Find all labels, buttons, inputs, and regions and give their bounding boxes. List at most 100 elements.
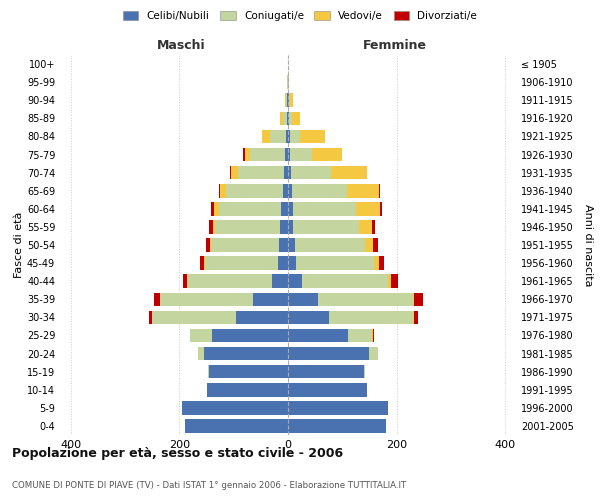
Bar: [209, 220, 212, 234]
Bar: [374, 256, 379, 270]
Bar: [289, 112, 292, 125]
Bar: [302, 274, 388, 288]
Bar: [218, 202, 281, 215]
Bar: [250, 148, 285, 162]
Bar: [212, 220, 215, 234]
Bar: [290, 94, 293, 107]
Bar: [288, 347, 370, 360]
Text: Maschi: Maschi: [157, 40, 205, 52]
Bar: [288, 328, 348, 342]
Bar: [214, 202, 218, 215]
Bar: [205, 256, 278, 270]
Bar: [285, 148, 288, 162]
Bar: [288, 148, 290, 162]
Bar: [288, 166, 291, 179]
Bar: [211, 202, 214, 215]
Bar: [373, 328, 374, 342]
Bar: [284, 166, 288, 179]
Bar: [244, 148, 245, 162]
Text: Femmine: Femmine: [363, 40, 427, 52]
Bar: [253, 292, 288, 306]
Bar: [152, 310, 236, 324]
Bar: [288, 401, 388, 414]
Bar: [312, 148, 342, 162]
Bar: [230, 166, 231, 179]
Bar: [236, 310, 288, 324]
Bar: [206, 238, 210, 252]
Bar: [372, 220, 375, 234]
Bar: [414, 310, 418, 324]
Y-axis label: Fasce di età: Fasce di età: [14, 212, 24, 278]
Bar: [329, 310, 413, 324]
Bar: [365, 238, 373, 252]
Bar: [331, 166, 367, 179]
Bar: [373, 238, 377, 252]
Bar: [280, 112, 283, 125]
Bar: [215, 220, 280, 234]
Bar: [370, 347, 377, 360]
Bar: [288, 274, 302, 288]
Bar: [379, 184, 380, 198]
Bar: [288, 202, 293, 215]
Bar: [283, 112, 287, 125]
Bar: [272, 274, 288, 288]
Bar: [218, 184, 220, 198]
Bar: [288, 130, 290, 143]
Legend: Celibi/Nubili, Coniugati/e, Vedovi/e, Divorziati/e: Celibi/Nubili, Coniugati/e, Vedovi/e, Di…: [119, 8, 481, 24]
Bar: [238, 166, 284, 179]
Bar: [220, 184, 226, 198]
Bar: [288, 383, 367, 396]
Bar: [364, 365, 365, 378]
Bar: [413, 310, 414, 324]
Bar: [204, 347, 288, 360]
Bar: [287, 112, 288, 125]
Bar: [283, 184, 288, 198]
Bar: [290, 148, 312, 162]
Text: Popolazione per età, sesso e stato civile - 2006: Popolazione per età, sesso e stato civil…: [12, 448, 343, 460]
Bar: [209, 365, 288, 378]
Bar: [288, 112, 289, 125]
Bar: [185, 419, 288, 432]
Bar: [226, 184, 283, 198]
Bar: [149, 310, 152, 324]
Bar: [281, 202, 288, 215]
Bar: [289, 94, 290, 107]
Bar: [295, 238, 365, 252]
Bar: [182, 274, 187, 288]
Bar: [288, 256, 296, 270]
Bar: [380, 202, 382, 215]
Bar: [270, 130, 286, 143]
Bar: [204, 256, 205, 270]
Bar: [285, 94, 286, 107]
Bar: [288, 365, 364, 378]
Bar: [182, 401, 288, 414]
Bar: [290, 130, 301, 143]
Bar: [292, 112, 300, 125]
Bar: [199, 347, 204, 360]
Bar: [188, 274, 272, 288]
Bar: [211, 238, 280, 252]
Bar: [288, 292, 318, 306]
Bar: [291, 166, 331, 179]
Bar: [292, 184, 347, 198]
Y-axis label: Anni di nascita: Anni di nascita: [583, 204, 593, 286]
Bar: [379, 256, 384, 270]
Bar: [288, 184, 292, 198]
Bar: [288, 238, 295, 252]
Bar: [286, 94, 287, 107]
Bar: [288, 419, 386, 432]
Bar: [245, 148, 250, 162]
Bar: [301, 130, 325, 143]
Bar: [415, 292, 422, 306]
Bar: [391, 274, 398, 288]
Bar: [210, 238, 211, 252]
Bar: [200, 256, 204, 270]
Bar: [208, 365, 209, 378]
Text: COMUNE DI PONTE DI PIAVE (TV) - Dati ISTAT 1° gennaio 2006 - Elaborazione TUTTIT: COMUNE DI PONTE DI PIAVE (TV) - Dati IST…: [12, 480, 406, 490]
Bar: [356, 202, 380, 215]
Bar: [318, 292, 413, 306]
Bar: [347, 184, 379, 198]
Bar: [231, 166, 238, 179]
Bar: [288, 310, 329, 324]
Bar: [262, 130, 270, 143]
